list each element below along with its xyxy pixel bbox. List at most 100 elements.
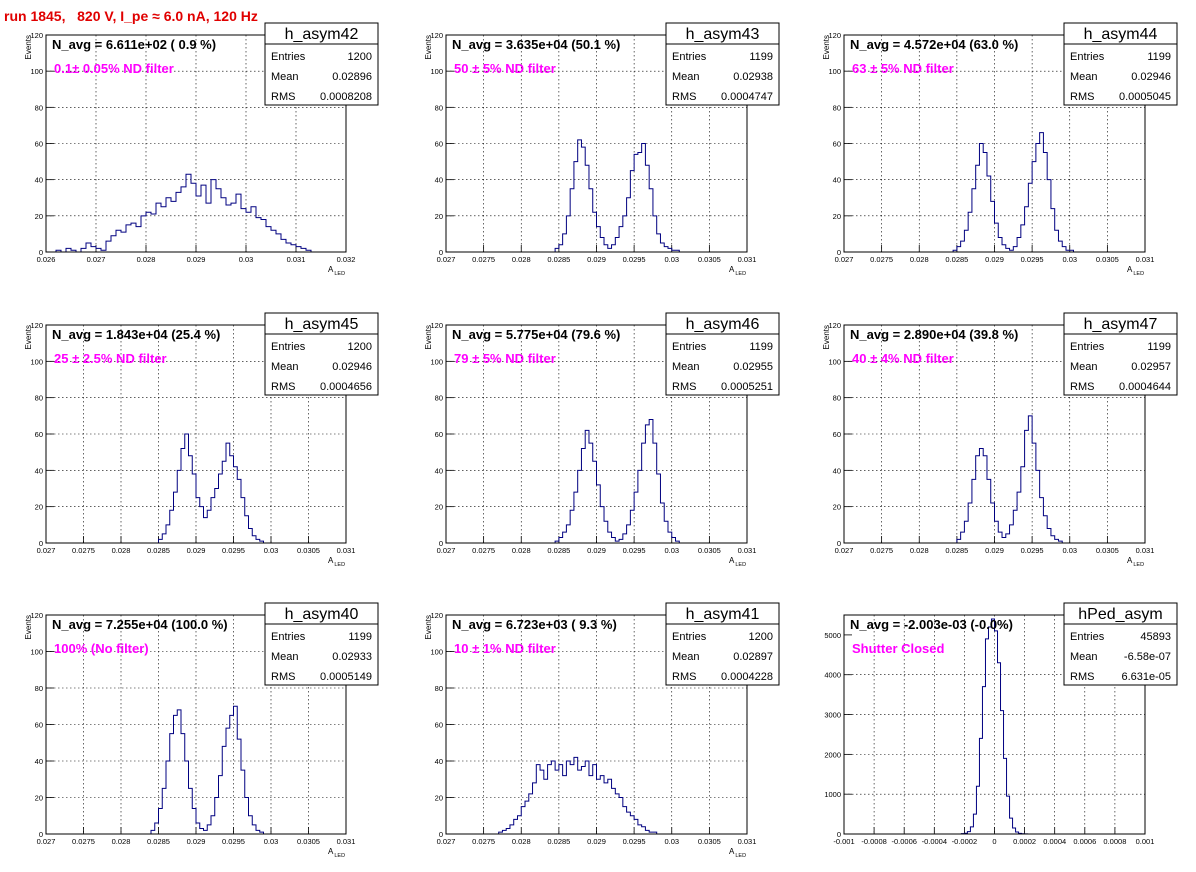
stats-box [665,312,780,396]
y-tick-label: 100 [828,357,841,366]
y-tick-label: 40 [435,176,443,185]
y-tick-label: 120 [430,321,443,330]
stats-label: RMS [271,91,295,103]
panel-h_asym46: 0.027 0.0275 0.028 0.0285 0.029 0.0295 0.03 0.0… [424,312,780,568]
navg-label: N_avg = 4.572e+04 (63.0 %) [850,37,1018,52]
stats-label: Entries [672,341,707,353]
filter-annotation: 0.1± 0.05% ND filter [54,61,174,76]
x-tick-label: -0.0004 [922,837,947,846]
stats-value: 0.0005149 [320,671,372,683]
plot-frame [843,324,1146,544]
stats-value: 1199 [749,51,773,63]
stats-value: 0.02946 [1131,71,1171,83]
x-tick-label: 0.026 [37,255,56,264]
x-tick-label: 0 [992,837,996,846]
x-tick-label: -0.001 [833,837,854,846]
y-tick-label: 0 [439,830,443,839]
filter-annotation: 50 ± 5% ND filter [454,61,556,76]
y-tick-label: 20 [435,212,443,221]
x-tick-label: 0.0275 [472,255,495,264]
y-axis-label: Events [822,325,831,349]
plot-frame [45,34,347,253]
stats-value: 1200 [348,341,372,353]
histogram-line [952,132,1119,253]
stats-label: RMS [1070,671,1094,683]
filter-annotation: 40 ± 4% ND filter [852,351,954,366]
y-tick-label: 100 [30,648,43,657]
y-tick-label: 60 [833,140,841,149]
y-axis-label: Events [24,325,33,349]
panel-h_asym44: 0.027 0.0275 0.028 0.0285 0.029 0.0295 0.03 0.0… [822,22,1178,277]
x-tick-label: 0.029 [187,255,206,264]
y-tick-label: 100 [430,357,443,366]
stats-box [264,22,379,106]
y-axis-label: Events [24,615,33,639]
x-tick-label: 0.029 [985,546,1004,555]
stats-label: Mean [1070,71,1098,83]
y-tick-label: 40 [435,757,443,766]
stats-value: 1200 [749,631,773,643]
stats-label: Mean [672,71,700,83]
y-tick-label: 120 [30,321,43,330]
stats-label: RMS [672,671,696,683]
y-tick-label: 120 [828,321,841,330]
x-tick-label: 0.03 [664,546,679,555]
x-tick-label: 0.027 [87,255,106,264]
stats-label: Mean [1070,651,1098,663]
histogram-line [55,173,312,253]
y-tick-label: 20 [435,794,443,803]
x-tick-label: 0.0008 [1103,837,1126,846]
panel-h_asym43: 0.027 0.0275 0.028 0.0285 0.029 0.0295 0.03 0.0… [424,22,780,277]
y-tick-label: 120 [30,611,43,620]
y-axis-label: Events [424,615,433,639]
stats-value: 0.0005251 [721,381,773,393]
plot-frame [45,614,347,835]
stats-value: -6.58e-07 [1124,651,1171,663]
x-axis-label: ALED [729,556,746,568]
x-axis-label: ALED [328,265,345,277]
y-tick-label: 20 [435,503,443,512]
x-tick-label: 0.027 [835,255,854,264]
stats-value: 1199 [1147,341,1171,353]
y-tick-label: 100 [30,67,43,76]
y-axis-label: Events [24,35,33,59]
x-tick-label: 0.032 [337,255,356,264]
y-tick-label: 4000 [824,671,841,680]
x-tick-label: 0.027 [437,546,456,555]
y-tick-label: 60 [435,430,443,439]
navg-label: N_avg = 6.611e+02 ( 0.9 %) [52,37,216,52]
filter-annotation: 25 ± 2.5% ND filter [54,351,167,366]
x-tick-label: 0.028 [112,546,131,555]
navg-label: N_avg = 5.775e+04 (79.6 %) [452,327,620,342]
stats-value: 0.0004644 [1119,381,1171,393]
x-tick-label: 0.028 [112,837,131,846]
stats-value: 6.631e-05 [1121,671,1171,683]
y-tick-label: 5000 [824,631,841,640]
x-tick-label: 0.028 [137,255,156,264]
x-tick-label: 0.031 [1136,546,1155,555]
filter-annotation: 10 ± 1% ND filter [454,641,556,656]
navg-label: N_avg = 7.255e+04 (100.0 %) [52,617,228,632]
stats-box-title: h_asym45 [285,316,359,333]
x-axis-label: ALED [328,847,345,859]
panel-h_asym45: 0.027 0.0275 0.028 0.0285 0.029 0.0295 0.03 0.0… [24,312,379,568]
x-tick-label: 0.0305 [698,255,721,264]
x-axis-label: ALED [729,847,746,859]
y-tick-label: 120 [430,611,443,620]
x-axis-label: ALED [729,265,746,277]
stats-value: 1199 [749,341,773,353]
filter-annotation: Shutter Closed [852,641,945,656]
y-tick-label: 120 [30,31,43,40]
x-tick-label: 0.028 [910,546,929,555]
y-tick-label: 0 [837,830,841,839]
y-tick-label: 100 [430,648,443,657]
stats-box [264,602,379,686]
y-tick-label: 40 [833,176,841,185]
stats-label: RMS [271,381,295,393]
x-tick-label: 0.031 [337,837,356,846]
x-tick-label: 0.0305 [1096,546,1119,555]
stats-box [1063,602,1178,686]
y-tick-label: 20 [833,212,841,221]
y-tick-label: 80 [435,394,443,403]
